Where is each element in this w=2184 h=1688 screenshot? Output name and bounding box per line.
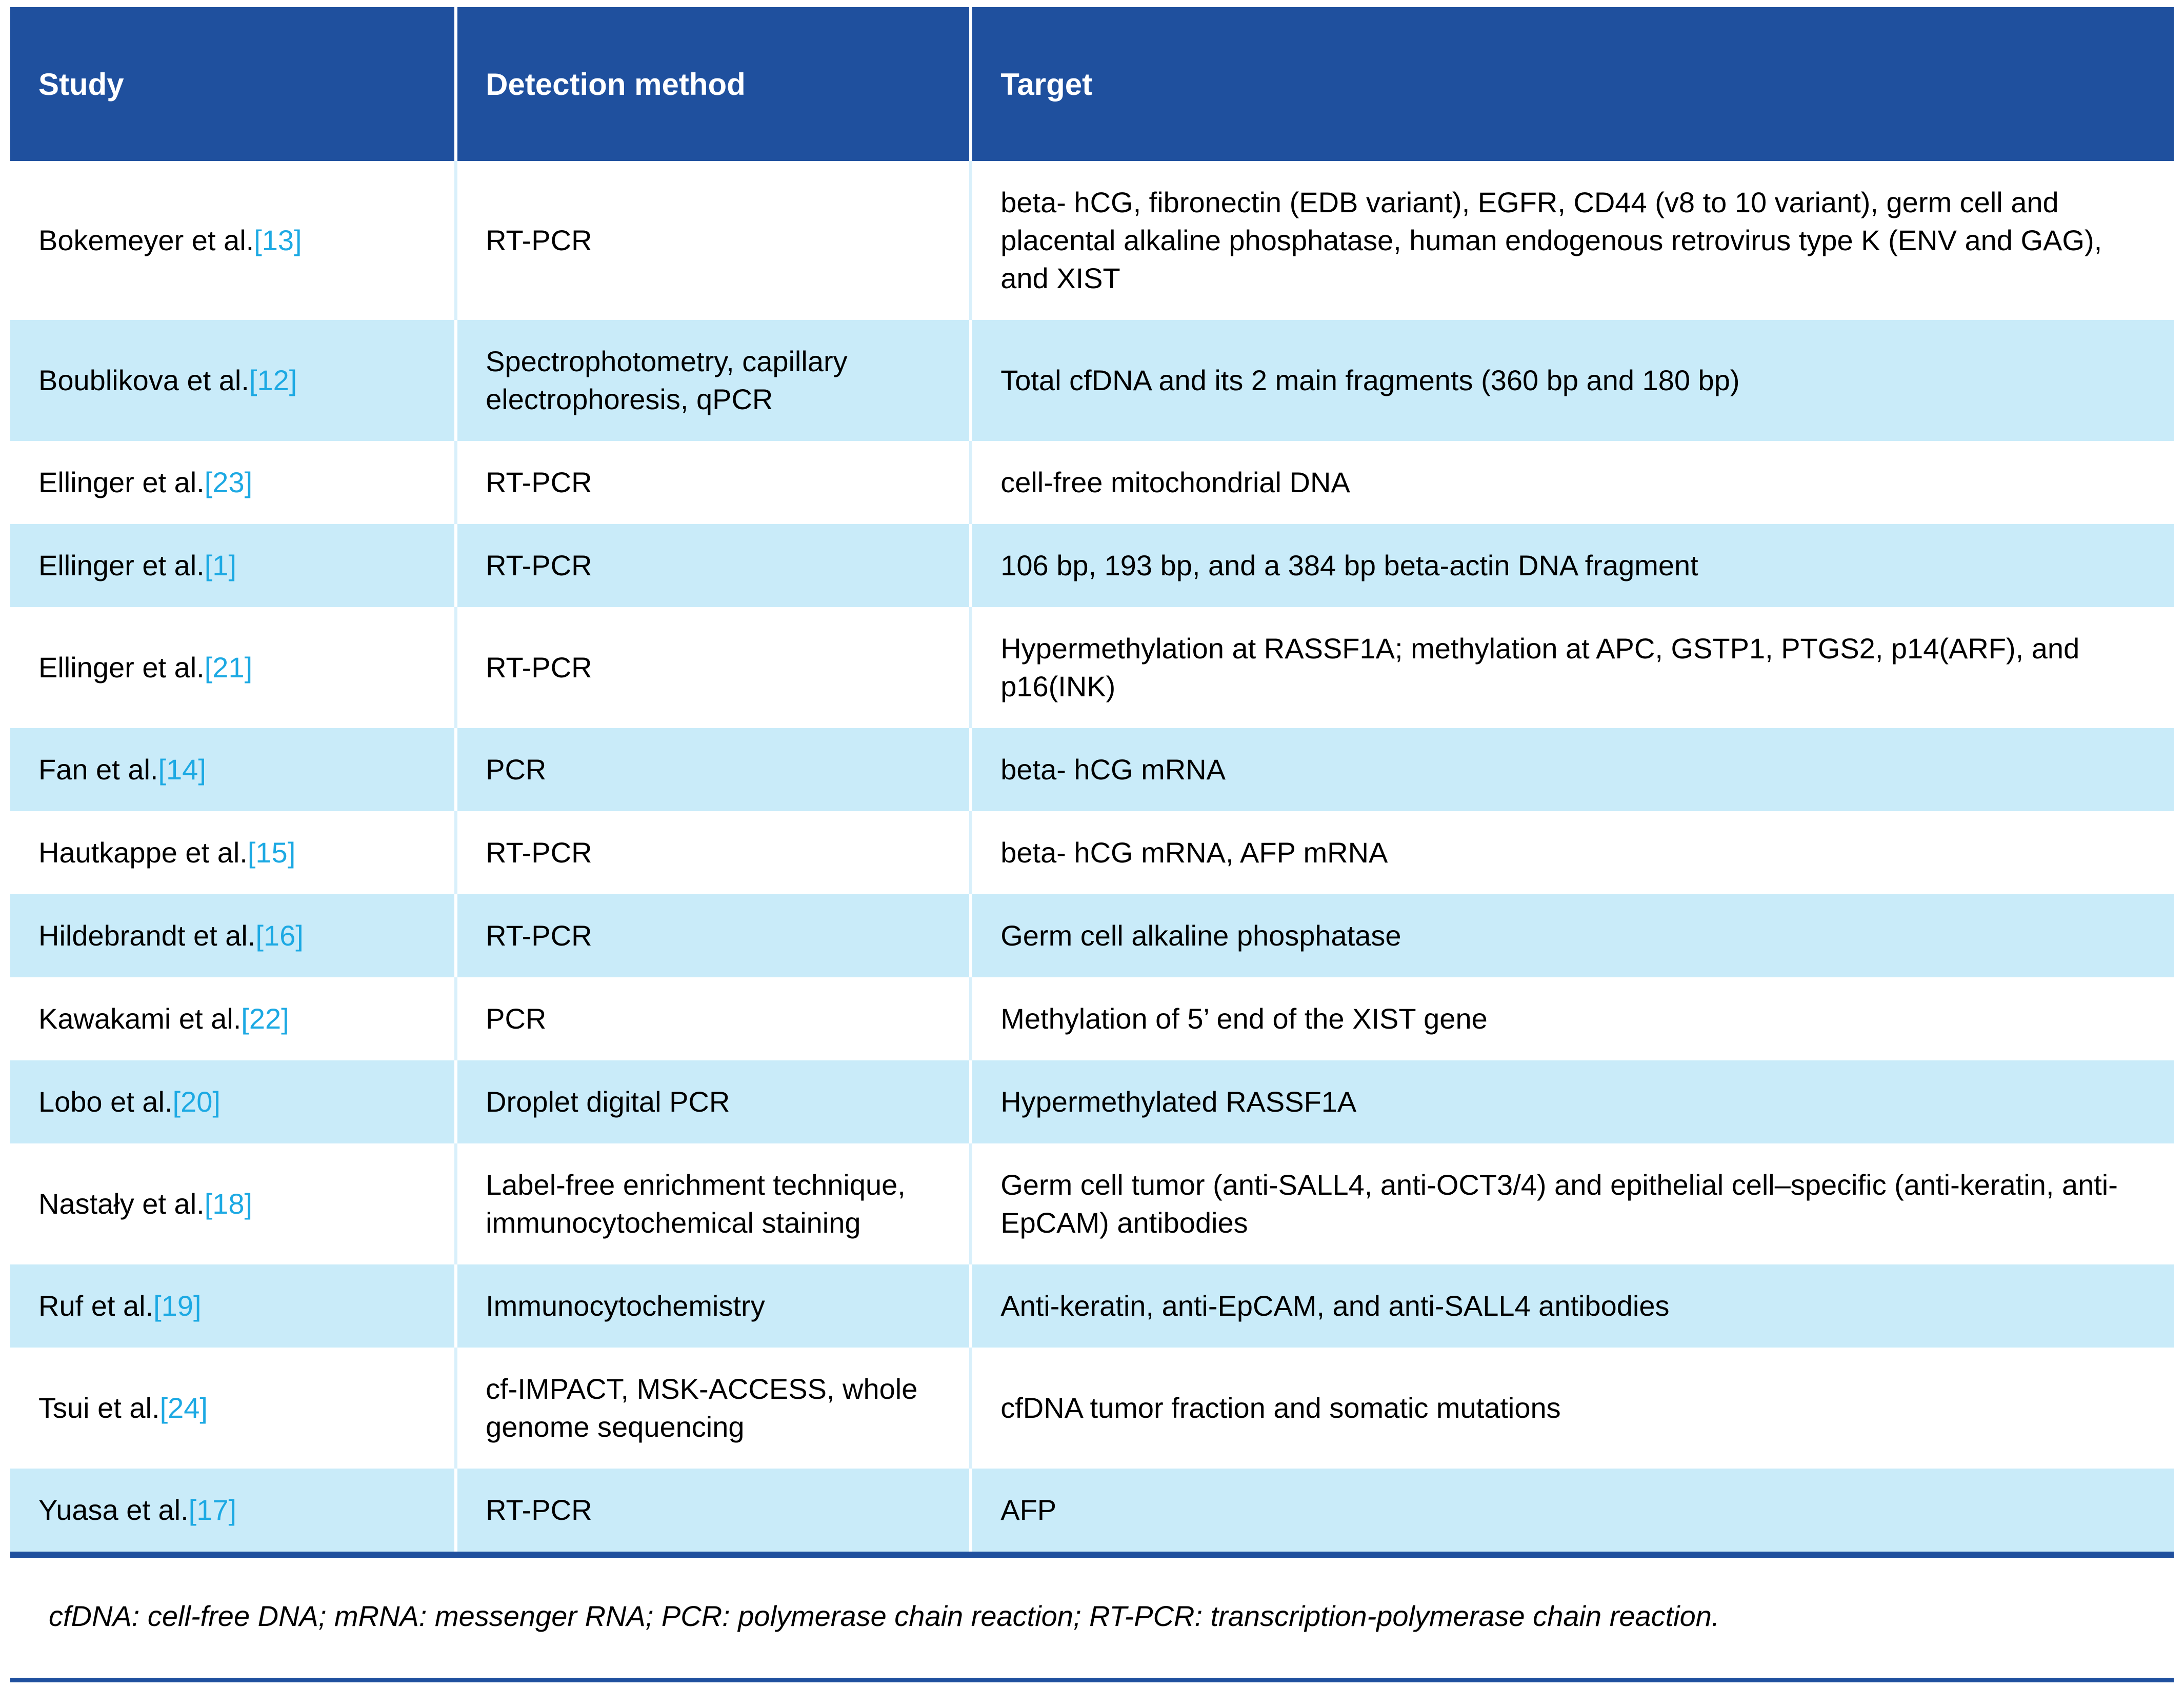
- citation-ref-link[interactable]: [20]: [172, 1086, 221, 1118]
- target-cell: Germ cell tumor (anti-SALL4, anti-OCT3/4…: [971, 1143, 2174, 1264]
- target-cell: Anti-keratin, anti-EpCAM, and anti-SALL4…: [971, 1264, 2174, 1348]
- target-cell: AFP: [971, 1469, 2174, 1555]
- detection-method-cell: RT-PCR: [456, 524, 973, 607]
- target-cell: cfDNA tumor fraction and somatic mutatio…: [971, 1348, 2174, 1469]
- study-name: Ellinger et al.: [38, 651, 205, 684]
- target-cell: Germ cell alkaline phosphatase: [971, 894, 2174, 977]
- detection-method-cell: Droplet digital PCR: [456, 1060, 973, 1143]
- bottom-rule-divider: [10, 1678, 2174, 1682]
- study-cell: Fan et al.[14]: [10, 728, 458, 811]
- detection-method-cell: Spectrophotometry, capillary electrophor…: [456, 320, 973, 441]
- table-header: Study Detection method Target: [10, 7, 2174, 161]
- target-cell: beta- hCG, fibronectin (EDB variant), EG…: [971, 161, 2174, 320]
- column-header-study: Study: [10, 7, 458, 161]
- column-header-detection-method: Detection method: [456, 7, 973, 161]
- study-cell: Ruf et al.[19]: [10, 1264, 458, 1348]
- table-row: Yuasa et al.[17] RT-PCR AFP: [10, 1469, 2174, 1555]
- citation-ref-link[interactable]: [18]: [204, 1188, 253, 1220]
- detection-method-cell: RT-PCR: [456, 1469, 973, 1555]
- table-row: Fan et al.[14] PCR beta- hCG mRNA: [10, 728, 2174, 811]
- citation-ref-link[interactable]: [22]: [241, 1002, 289, 1035]
- study-cell: Bokemeyer et al.[13]: [10, 161, 458, 320]
- study-name: Yuasa et al.: [38, 1494, 189, 1526]
- study-name: Fan et al.: [38, 753, 158, 786]
- study-name: Ellinger et al.: [38, 549, 205, 581]
- detection-method-cell: Label-free enrichment technique, immunoc…: [456, 1143, 973, 1264]
- study-name: Nastały et al.: [38, 1188, 205, 1220]
- table-footnote: cfDNA: cell-free DNA; mRNA: messenger RN…: [49, 1600, 1720, 1632]
- detection-method-cell: PCR: [456, 977, 973, 1060]
- table-row: Hildebrandt et al.[16] RT-PCR Germ cell al…: [10, 894, 2174, 977]
- table-row: Kawakami et al.[22] PCR Methylation of 5’ …: [10, 977, 2174, 1060]
- study-cell: Ellinger et al.[21]: [10, 607, 458, 728]
- studies-table: Study Detection method Target Bokemeyer …: [10, 7, 2174, 1558]
- study-cell: Ellinger et al.[23]: [10, 441, 458, 524]
- target-cell: cell-free mitochondrial DNA: [971, 441, 2174, 524]
- table-row: Ellinger et al.[23] RT-PCR cell-free mitoc…: [10, 441, 2174, 524]
- table-row: Tsui et al.[24] cf-IMPACT, MSK-ACCESS, wh…: [10, 1348, 2174, 1469]
- target-cell: beta- hCG mRNA: [971, 728, 2174, 811]
- table-row: Lobo et al.[20] Droplet digital PCR Hyperm…: [10, 1060, 2174, 1143]
- detection-method-cell: RT-PCR: [456, 894, 973, 977]
- study-name: Hautkappe et al.: [38, 836, 248, 869]
- table-row: Ruf et al.[19] Immunocytochemistry Anti-ke…: [10, 1264, 2174, 1348]
- citation-ref-link[interactable]: [14]: [158, 753, 206, 786]
- citation-ref-link[interactable]: [12]: [249, 364, 297, 396]
- target-cell: 106 bp, 193 bp, and a 384 bp beta-actin …: [971, 524, 2174, 607]
- column-header-target: Target: [971, 7, 2174, 161]
- target-cell: Hypermethylated RASSF1A: [971, 1060, 2174, 1143]
- study-cell: Yuasa et al.[17]: [10, 1469, 458, 1555]
- study-cell: Hildebrandt et al.[16]: [10, 894, 458, 977]
- detection-method-cell: cf-IMPACT, MSK-ACCESS, whole genome sequ…: [456, 1348, 973, 1469]
- study-cell: Boublikova et al.[12]: [10, 320, 458, 441]
- study-name: Tsui et al.: [38, 1392, 160, 1424]
- detection-method-cell: RT-PCR: [456, 607, 973, 728]
- study-name: Ellinger et al.: [38, 466, 205, 498]
- target-cell: Methylation of 5’ end of the XIST gene: [971, 977, 2174, 1060]
- table-row: Ellinger et al.[1] RT-PCR 106 bp, 193 bp, …: [10, 524, 2174, 607]
- target-cell: Hypermethylation at RASSF1A; methylation…: [971, 607, 2174, 728]
- study-cell: Lobo et al.[20]: [10, 1060, 458, 1143]
- citation-ref-link[interactable]: [1]: [204, 549, 236, 581]
- target-cell: Total cfDNA and its 2 main fragments (36…: [971, 320, 2174, 441]
- table-row: Bokemeyer et al.[13] RT-PCR beta- hCG, fib…: [10, 161, 2174, 320]
- citation-ref-link[interactable]: [24]: [159, 1392, 208, 1424]
- table-row: Hautkappe et al.[15] RT-PCR beta- hCG mRNA…: [10, 811, 2174, 894]
- detection-method-cell: RT-PCR: [456, 161, 973, 320]
- table-row: Ellinger et al.[21] RT-PCR Hypermethylatio…: [10, 607, 2174, 728]
- study-name: Boublikova et al.: [38, 364, 249, 396]
- target-cell: beta- hCG mRNA, AFP mRNA: [971, 811, 2174, 894]
- citation-ref-link[interactable]: [15]: [247, 836, 296, 869]
- citation-ref-link[interactable]: [19]: [153, 1290, 202, 1322]
- citation-ref-link[interactable]: [21]: [204, 651, 253, 684]
- study-cell: Kawakami et al.[22]: [10, 977, 458, 1060]
- study-name: Hildebrandt et al.: [38, 919, 256, 952]
- study-name: Lobo et al.: [38, 1086, 173, 1118]
- citation-ref-link[interactable]: [16]: [255, 919, 304, 952]
- study-name: Ruf et al.: [38, 1290, 154, 1322]
- detection-method-cell: RT-PCR: [456, 811, 973, 894]
- study-cell: Hautkappe et al.[15]: [10, 811, 458, 894]
- study-cell: Tsui et al.[24]: [10, 1348, 458, 1469]
- detection-method-cell: PCR: [456, 728, 973, 811]
- citation-ref-link[interactable]: [23]: [204, 466, 253, 498]
- table-body: Bokemeyer et al.[13] RT-PCR beta- hCG, fib…: [10, 161, 2174, 1555]
- citation-ref-link[interactable]: [13]: [254, 224, 302, 256]
- table-row: Boublikova et al.[12] Spectrophotometry, …: [10, 320, 2174, 441]
- study-cell: Nastały et al.[18]: [10, 1143, 458, 1264]
- citation-ref-link[interactable]: [17]: [188, 1494, 237, 1526]
- study-cell: Ellinger et al.[1]: [10, 524, 458, 607]
- detection-method-cell: Immunocytochemistry: [456, 1264, 973, 1348]
- study-name: Bokemeyer et al.: [38, 224, 254, 256]
- table-row: Nastały et al.[18] Label-free enrichment …: [10, 1143, 2174, 1264]
- header-row: Study Detection method Target: [10, 7, 2174, 161]
- study-name: Kawakami et al.: [38, 1002, 242, 1035]
- detection-method-cell: RT-PCR: [456, 441, 973, 524]
